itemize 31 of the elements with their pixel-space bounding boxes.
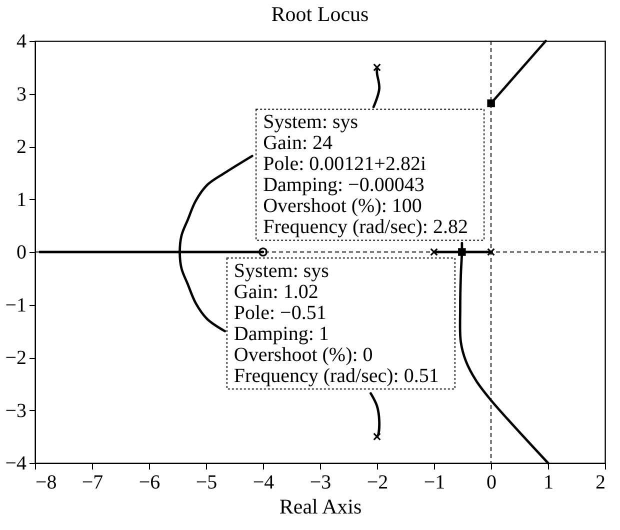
x-tick-label: −4 [252, 472, 274, 494]
point [373, 432, 381, 441]
y-tick-label: 4 [16, 30, 26, 52]
chart-title: Root Locus [271, 2, 369, 26]
y-tick-label: 0 [16, 242, 26, 264]
y-tick-label: −4 [5, 452, 26, 474]
x-tick-label: −7 [82, 472, 104, 494]
x-axis-title: Real Axis [279, 494, 362, 518]
x-tick-label: −1 [424, 472, 446, 494]
x-tick-label: −8 [36, 472, 57, 494]
point [373, 63, 381, 72]
x-tick-label: 0 [486, 472, 496, 494]
y-tick-label: −3 [5, 400, 26, 422]
y-tick-label: −2 [5, 347, 26, 369]
y-tick-label: 1 [16, 188, 26, 211]
annotation: System: sys Gain: 1.02 Pole: −0.51 Damping: 1 Overshoot (%): 0 Frequency (rad/sec): 0.51 [234, 260, 439, 387]
x-tick-label: 2 [596, 472, 606, 494]
y-tick-label: 3 [16, 83, 26, 106]
y-tick-label: −1 [5, 294, 26, 316]
annotation: System: sys Gain: 24 Pole: 0.00121+2.82i Damping: −0.00043 Overshoot (%): 100 Frequency (rad/sec): 2.82 [263, 111, 468, 238]
point [430, 248, 438, 256]
x-tick-label: −5 [196, 472, 218, 494]
point [487, 248, 495, 256]
point [487, 99, 495, 108]
point [458, 248, 466, 256]
x-tick-label: −6 [138, 472, 160, 494]
x-tick-label: −3 [310, 472, 332, 494]
x-tick-label: −2 [366, 472, 388, 494]
point [258, 248, 268, 256]
x-tick-label: 1 [544, 472, 554, 494]
y-tick-label: 2 [16, 136, 26, 158]
